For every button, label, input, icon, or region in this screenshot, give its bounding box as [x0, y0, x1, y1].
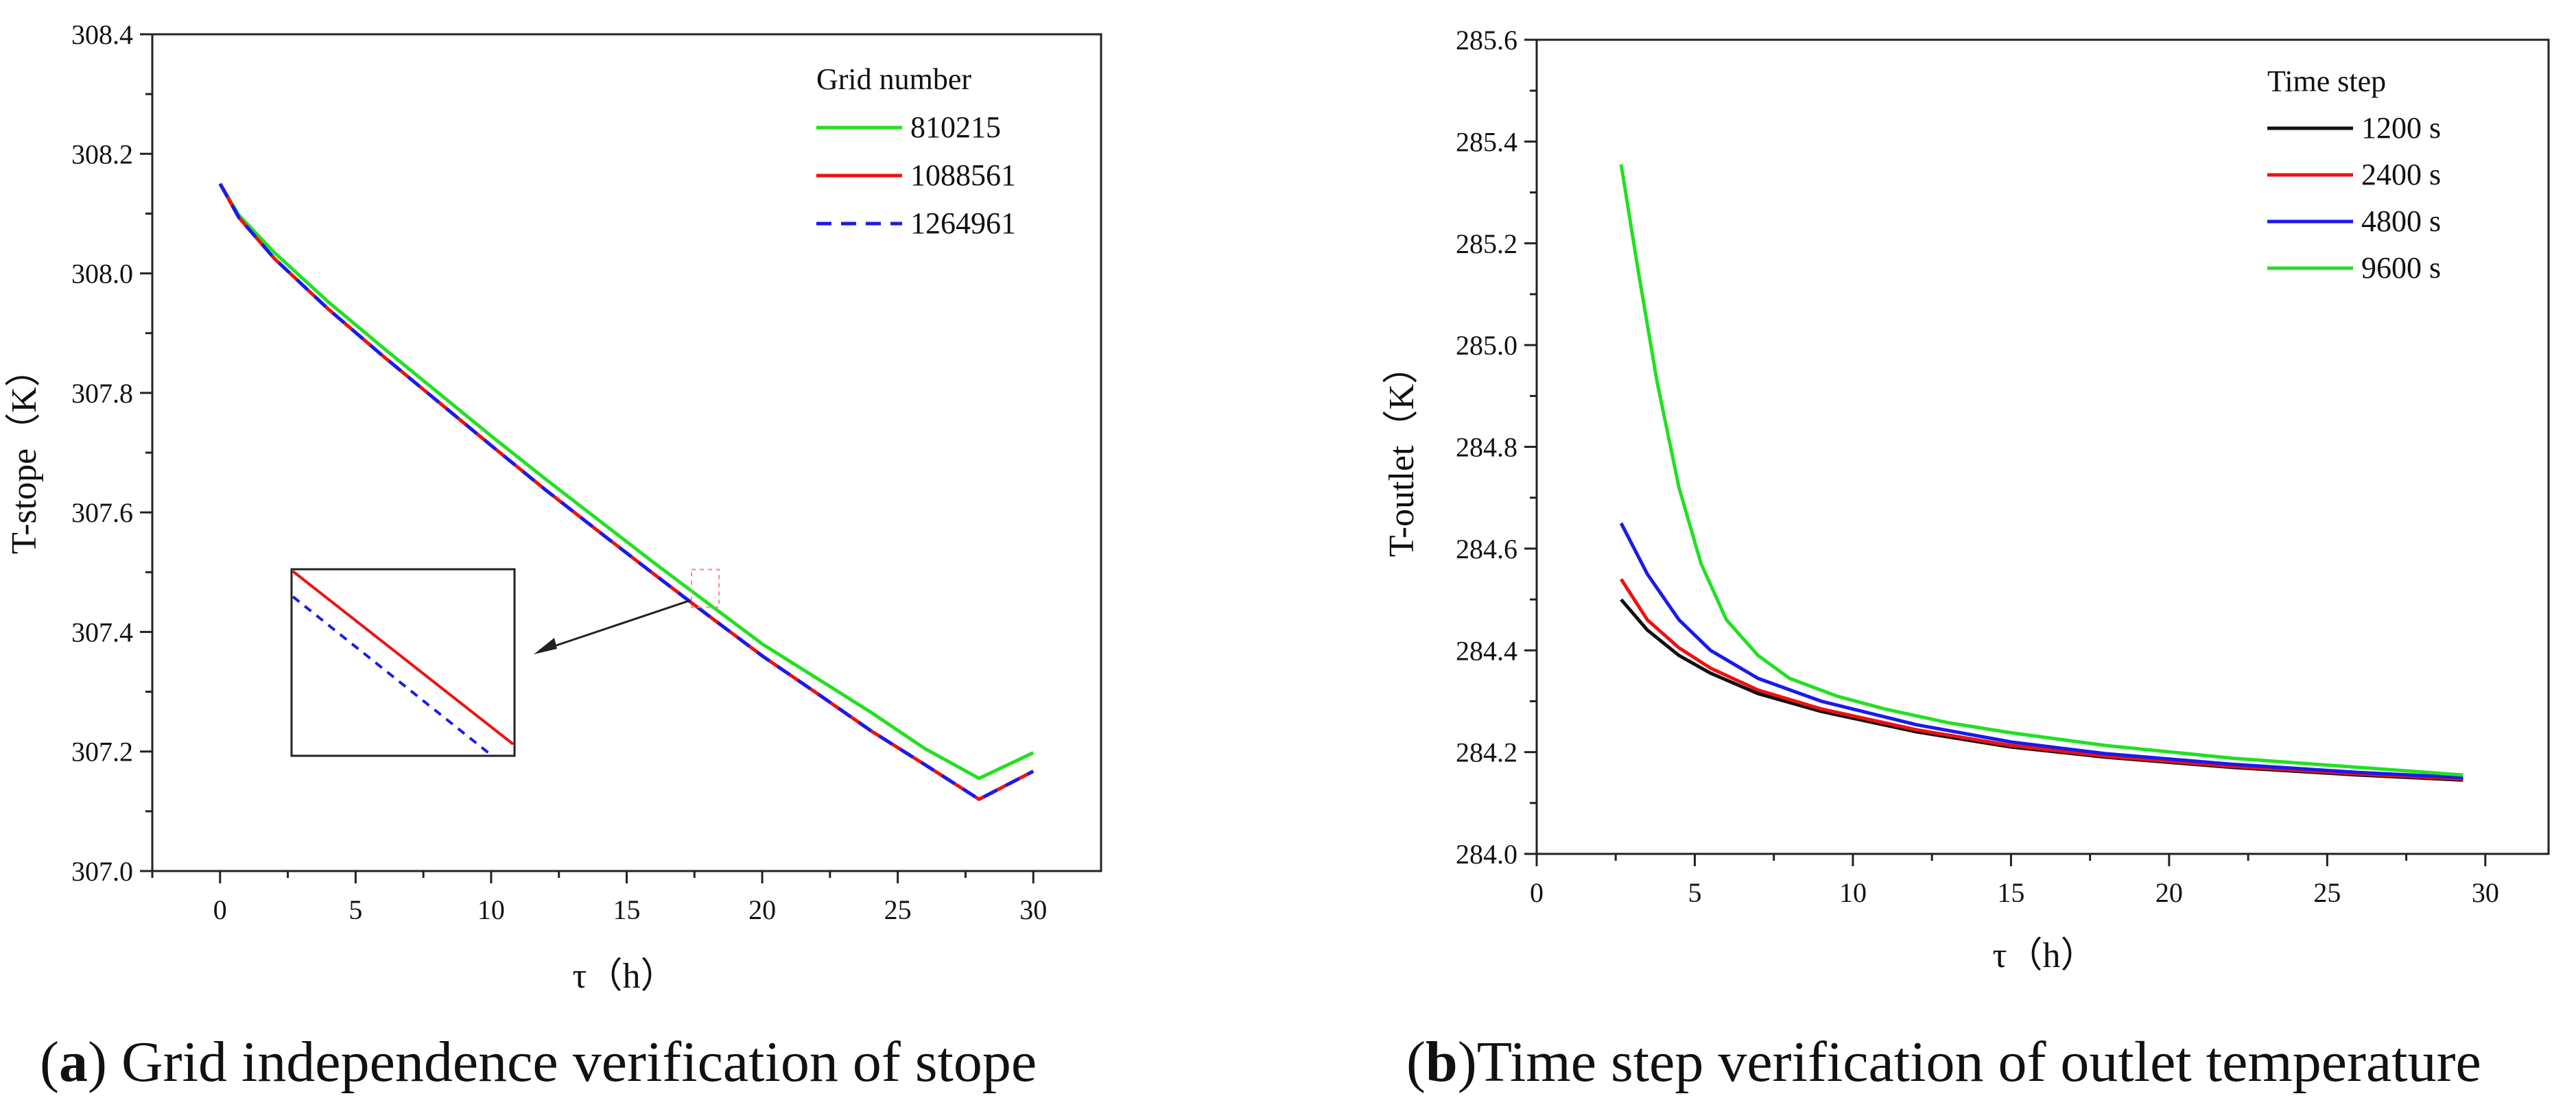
caption-b: (b)Time step verification of outlet temp…	[1406, 1030, 2481, 1094]
y-tick-label-b-0: 284.0	[1456, 839, 1517, 870]
y-tick-label-a-4: 307.8	[71, 378, 133, 409]
x-tick-label-a-6: 30	[1019, 894, 1047, 925]
y-tick-label-b-7: 285.4	[1456, 126, 1517, 157]
zoom-inset-red-line	[292, 570, 515, 746]
caption-a-label: a	[58, 1030, 88, 1094]
y-tick-label-b-6: 285.2	[1456, 228, 1517, 259]
y-tick-label-b-8: 285.6	[1456, 25, 1517, 56]
series-line-a-810215	[218, 182, 1035, 781]
zoom-arrow-line	[541, 599, 691, 652]
chart-b-time-step: 0 5 10 15 20 25 30 284.0 284.2 284.4 284.6 284.8 285…	[1382, 25, 2550, 975]
legend-title-a: Grid number	[816, 62, 971, 96]
x-tick-label-b-2: 10	[1839, 877, 1867, 908]
y-tick-label-a-6: 308.2	[71, 139, 133, 169]
series-line-b-1200-s	[1620, 598, 2463, 782]
y-tick-label-a-5: 308.0	[71, 259, 133, 289]
legend-label-b-1: 2400 s	[2361, 158, 2441, 191]
x-axis-label-a: τ（h）	[573, 957, 676, 996]
zoom-inset-blue-dashed-line	[292, 595, 492, 756]
legend-label-a-0: 810215	[910, 110, 1001, 144]
x-axis-label-b: τ（h）	[1993, 936, 2096, 975]
legend-label-a-1: 1088561	[910, 158, 1016, 192]
y-tick-label-a-1: 307.2	[71, 737, 133, 767]
y-tick-label-a-0: 307.0	[71, 856, 133, 887]
y-axis-label-b: T-outlet（K）	[1382, 348, 1421, 557]
x-tick-label-a-3: 15	[613, 894, 641, 925]
series-line-b-9600-s	[1619, 164, 2463, 777]
x-tick-label-a-0: 0	[213, 894, 227, 925]
legend-label-b-3: 9600 s	[2361, 251, 2441, 285]
caption-b-text: Time step verification of outlet tempera…	[1476, 1030, 2481, 1094]
y-tick-label-a-2: 307.4	[71, 617, 133, 647]
caption-a-text: Grid independence verification of stope	[106, 1030, 1037, 1094]
x-tick-label-b-6: 30	[2472, 877, 2499, 908]
legend-label-a-2: 1264961	[910, 206, 1016, 240]
y-tick-label-a-3: 307.6	[71, 497, 133, 528]
y-axis-label-a: T-stope（K）	[5, 351, 44, 554]
x-tick-label-a-5: 25	[884, 894, 912, 925]
caption-a: (a) Grid independence verification of st…	[40, 1030, 1037, 1094]
zoom-arrow-head	[534, 638, 557, 654]
chart-a-grid-independence: 0 5 10 15 20 25 30 307.0 307.2 307.4 307.6 307.8 308…	[5, 19, 1102, 996]
x-tick-label-a-2: 10	[477, 894, 505, 925]
series-line-b-4800-s	[1619, 522, 2463, 780]
x-tick-label-a-1: 5	[348, 894, 362, 925]
y-tick-label-b-2: 284.4	[1456, 635, 1517, 666]
y-tick-label-a-7: 308.4	[71, 19, 133, 50]
zoom-inset-box	[290, 568, 516, 757]
caption-b-label: b	[1425, 1030, 1458, 1094]
y-tick-label-b-4: 284.8	[1456, 432, 1517, 463]
x-tick-label-a-4: 20	[748, 894, 776, 925]
y-tick-label-b-5: 285.0	[1456, 330, 1517, 361]
x-tick-label-b-5: 25	[2313, 877, 2341, 908]
x-tick-label-b-3: 15	[1997, 877, 2024, 908]
x-tick-label-b-0: 0	[1530, 877, 1544, 908]
legend-label-b-2: 4800 s	[2361, 204, 2441, 238]
legend-title-b: Time step	[2267, 64, 2386, 98]
series-line-a-1264961	[218, 182, 1035, 801]
x-tick-label-b-4: 20	[2155, 877, 2183, 908]
series-line-b-2400-s	[1619, 578, 2463, 781]
y-tick-label-b-1: 284.2	[1456, 737, 1517, 768]
legend-label-b-0: 1200 s	[2361, 111, 2441, 145]
x-tick-label-b-1: 5	[1688, 877, 1701, 908]
y-tick-label-b-3: 284.6	[1456, 534, 1517, 564]
